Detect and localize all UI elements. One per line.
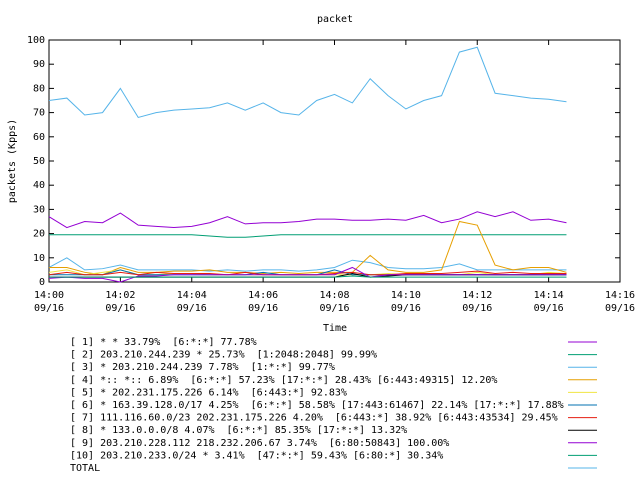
legend-label: [ 3] * 203.210.244.239 7.78% [1:*:*] 99.… — [70, 362, 335, 373]
y-tick-label: 10 — [33, 253, 45, 264]
plot-border — [48, 39, 621, 283]
legend-label: [ 9] 203.210.228.112 218.232.206.67 3.74… — [70, 438, 449, 449]
series-line — [48, 46, 567, 119]
series-line — [49, 275, 567, 278]
y-tick-label: 80 — [33, 83, 45, 94]
y-tick-label: 60 — [33, 132, 45, 143]
x-tick-label: 14:08 — [319, 290, 349, 301]
x-tick-label: 14:16 — [605, 290, 635, 301]
series-line — [49, 234, 567, 238]
y-tick-label: 0 — [39, 277, 45, 288]
x-tick-label: 09/16 — [462, 303, 492, 314]
series-line — [49, 220, 567, 276]
legend-label: [ 7] 111.116.60.0/23 202.231.175.226 4.2… — [70, 413, 558, 424]
x-tick-label: 14:14 — [534, 290, 564, 301]
y-tick-label: 50 — [33, 156, 45, 167]
x-tick-label: 09/16 — [34, 303, 64, 314]
legend-label: [ 5] * 202.231.175.226 6.14% [6:443:*] 9… — [70, 387, 347, 398]
y-tick-label: 40 — [33, 180, 45, 191]
series-line — [48, 257, 567, 272]
x-tick-label: 14:10 — [391, 290, 421, 301]
x-tick-label: 14:02 — [105, 290, 135, 301]
y-tick-label: 30 — [33, 204, 45, 215]
x-tick-label: 09/16 — [319, 303, 349, 314]
x-tick-label: 09/16 — [605, 303, 635, 314]
x-tick-label: 14:00 — [34, 290, 64, 301]
legend-label: [ 8] * 133.0.0.0/8 4.07% [6:*:*] 85.35% … — [70, 425, 407, 436]
legend-label: [10] 203.210.233.0/24 * 3.41% [47:*:*] 5… — [70, 450, 443, 461]
y-tick-label: 90 — [33, 59, 45, 70]
x-tick-label: 09/16 — [534, 303, 564, 314]
legend-label: TOTAL — [70, 463, 100, 474]
legend-label: [ 2] 203.210.244.239 * 25.73% [1:2048:20… — [70, 350, 377, 361]
chart-title: packet — [317, 14, 353, 25]
x-tick-label: 14:06 — [248, 290, 278, 301]
x-tick-label: 09/16 — [248, 303, 278, 314]
series-line — [48, 211, 567, 229]
legend-label: [ 4] *:: *:: 6.89% [6:*:*] 57.23% [17:*:… — [70, 375, 497, 386]
legend-label: [ 1] * * 33.79% [6:*:*] 77.78% — [70, 337, 257, 348]
legend-label: [ 6] * 163.39.128.0/17 4.25% [6:*:*] 58.… — [70, 400, 564, 411]
y-tick-label: 70 — [33, 108, 45, 119]
x-tick-label: 14:12 — [462, 290, 492, 301]
y-tick-label: 20 — [33, 229, 45, 240]
x-axis-label: Time — [323, 323, 347, 334]
x-tick-label: 09/16 — [177, 303, 207, 314]
y-axis-label: packets (Kpps) — [7, 119, 18, 203]
y-tick-label: 100 — [27, 35, 45, 46]
x-tick-label: 14:04 — [177, 290, 207, 301]
x-tick-label: 09/16 — [391, 303, 421, 314]
x-tick-label: 09/16 — [105, 303, 135, 314]
